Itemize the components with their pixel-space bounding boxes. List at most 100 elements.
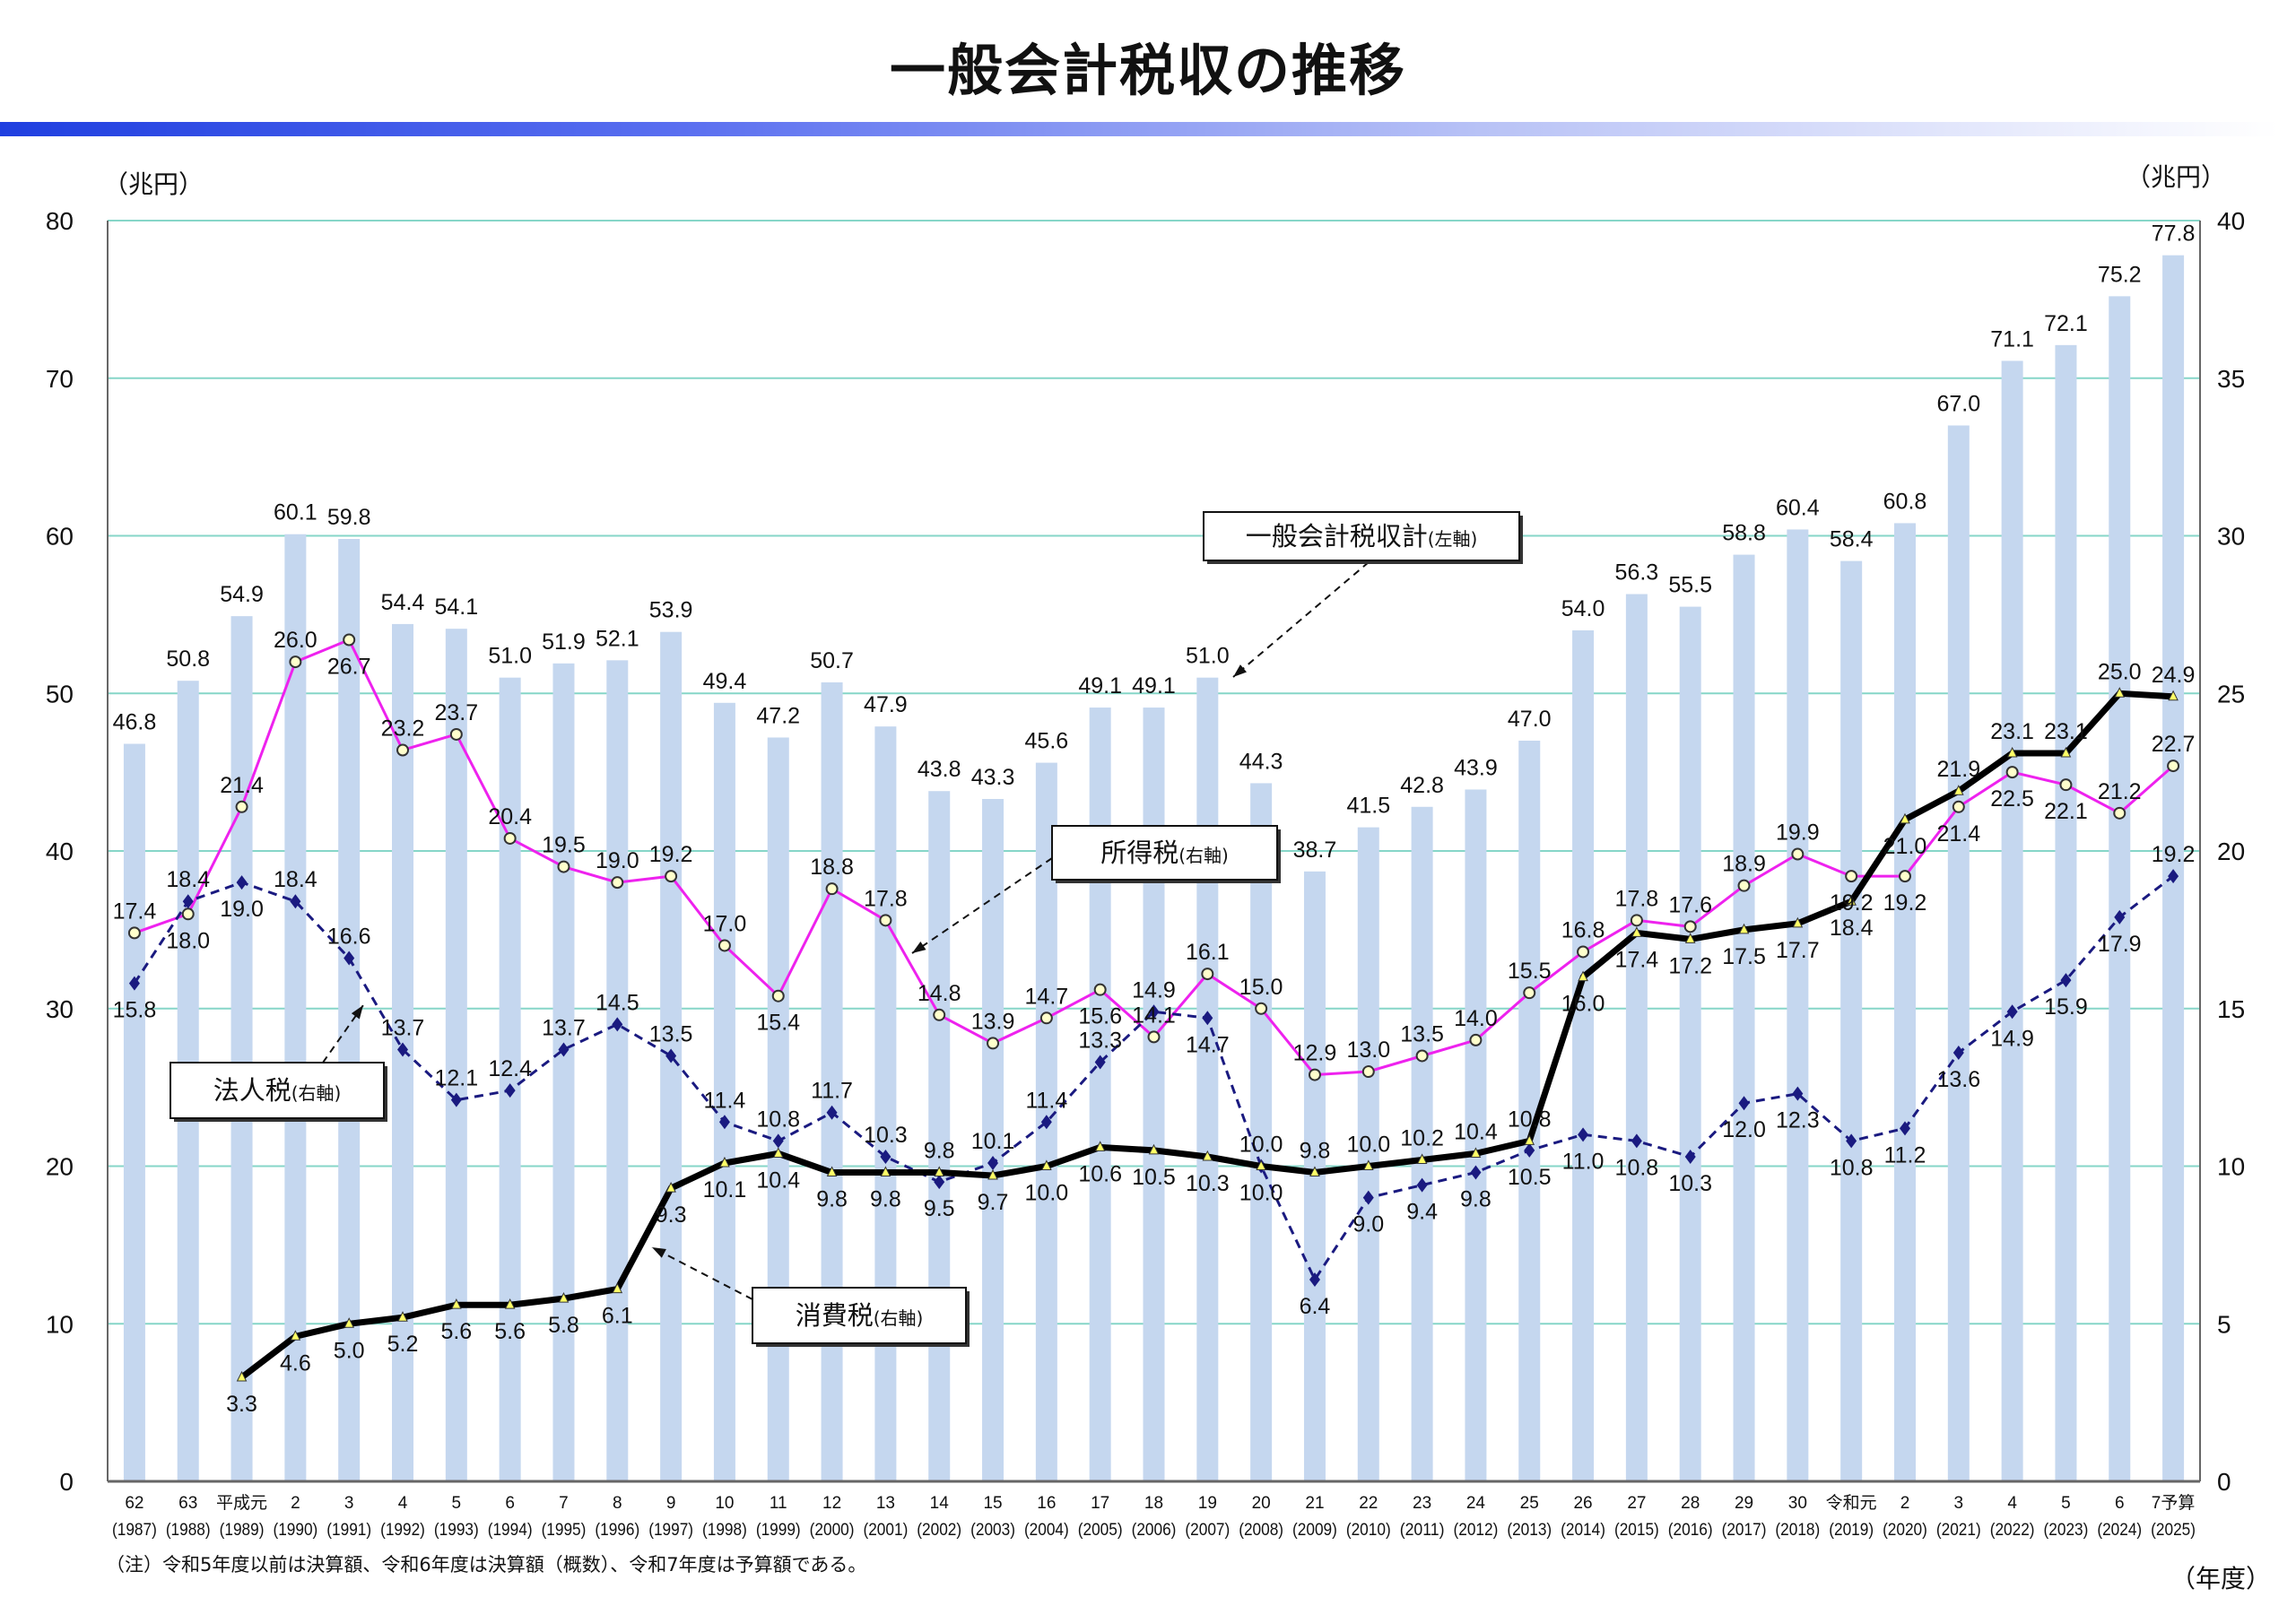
bar [284,534,307,1482]
bar [1947,425,1970,1482]
point-consumption-tax [1362,1159,1374,1170]
point-consumption-tax [772,1147,784,1158]
point-label: 5.0 [334,1338,365,1363]
bar-label: 51.0 [488,644,532,669]
bar-label: 43.8 [918,757,961,782]
x-tick-year: (2001) [863,1521,908,1540]
bar-label: 51.0 [1186,644,1230,669]
point-corporate-tax [1148,1004,1160,1020]
point-consumption-tax [719,1156,730,1168]
x-tick-era: 7 [559,1494,569,1513]
bar-label: 58.4 [1830,527,1874,552]
point-corporate-tax [880,1149,891,1164]
point-label: 12.9 [1293,1041,1337,1066]
point-label: 10.1 [971,1129,1015,1154]
right-axis-unit: （兆円） [2126,162,2226,192]
point-label: 17.4 [113,898,157,924]
x-tick-era: 29 [1735,1494,1753,1513]
point-label: 14.0 [1454,1006,1498,1031]
left-axis-unit: （兆円） [103,169,204,199]
arrowhead-icon [1233,664,1248,677]
x-tick-era: 令和元 [1826,1493,1877,1513]
point-label: 13.9 [971,1009,1015,1034]
bar-label: 49.1 [1078,673,1122,699]
point-consumption-tax [1202,1150,1213,1161]
point-income-tax [1361,1065,1375,1079]
bar [821,681,843,1481]
right-tick-label: 5 [2217,1310,2231,1338]
point-label: 10.0 [1025,1181,1069,1206]
bar-label: 41.5 [1346,794,1390,819]
point-corporate-tax [182,894,194,909]
bar-label: 49.4 [703,669,747,694]
point-corporate-tax [826,1105,838,1120]
point-corporate-tax [450,1092,462,1107]
point-corporate-tax [665,1048,677,1063]
point-consumption-tax [1684,933,1696,943]
point-corporate-tax [1040,1115,1052,1130]
bar-label: 60.4 [1776,495,1820,520]
point-consumption-tax [934,1166,945,1177]
point-corporate-tax [772,1133,784,1149]
bar-label: 43.3 [971,765,1015,790]
point-label: 10.5 [1508,1165,1552,1190]
point-label: 10.4 [1454,1119,1498,1144]
left-tick-label: 10 [46,1310,74,1338]
point-income-tax [1952,800,1965,813]
point-label: 5.6 [494,1319,526,1344]
point-consumption-tax [665,1181,676,1193]
point-corporate-tax [1578,1127,1589,1142]
left-tick-label: 50 [46,680,74,708]
point-label: 16.0 [1561,992,1605,1017]
point-income-tax [1737,879,1751,892]
x-tick-era: 13 [876,1494,895,1513]
x-tick-era: 26 [1573,1494,1592,1513]
point-label: 6.4 [1300,1294,1331,1319]
point-corporate-tax [718,1115,730,1130]
bar [2055,344,2077,1481]
point-income-tax [1683,920,1697,933]
x-tick-era: 28 [1681,1494,1700,1513]
point-corporate-tax [236,875,248,890]
x-tick-era: 7予算 [2152,1493,2196,1513]
bar-label: 56.3 [1615,560,1659,586]
point-consumption-tax [1470,1147,1482,1158]
right-tick-label: 10 [2217,1153,2245,1181]
bar-label: 47.0 [1508,707,1552,732]
point-label: 14.7 [1186,1032,1230,1057]
point-consumption-tax [451,1298,462,1309]
bar [606,660,629,1481]
point-consumption-tax [1041,1159,1052,1170]
axis-note: (右軸) [874,1307,924,1329]
point-income-tax [289,655,302,669]
point-label: 17.5 [1722,944,1766,969]
x-tick-year: (2019) [1829,1521,1874,1540]
x-tick-year: (2016) [1668,1521,1713,1540]
bar-label: 60.1 [274,500,317,525]
point-consumption-tax [558,1292,570,1303]
point-label: 17.7 [1776,938,1820,963]
left-tick-label: 60 [46,523,74,551]
bar-label: 49.1 [1132,673,1176,699]
point-corporate-tax [397,1042,409,1057]
x-tick-year: (2025) [2151,1521,2196,1540]
bar-label: 72.1 [2044,311,2088,336]
point-label: 21.9 [1936,757,1980,782]
x-tick-year: (2006) [1132,1521,1177,1540]
point-label: 23.1 [2044,719,2088,744]
point-consumption-tax [1846,895,1857,906]
point-income-tax [933,1008,946,1021]
point-corporate-tax [558,1042,570,1057]
x-tick-era: 20 [1252,1494,1271,1513]
point-corporate-tax [2006,1004,2018,1020]
bar [2001,360,2023,1482]
point-label: 19.2 [1830,890,1874,916]
point-consumption-tax [880,1166,891,1177]
bar [1733,554,1755,1481]
point-label: 19.2 [2152,842,2196,867]
bar [1196,677,1219,1481]
bar-label: 77.8 [2152,221,2196,247]
x-tick-era: 2 [1900,1494,1910,1513]
bars [123,255,2185,1482]
point-label: 9.7 [978,1190,1009,1215]
